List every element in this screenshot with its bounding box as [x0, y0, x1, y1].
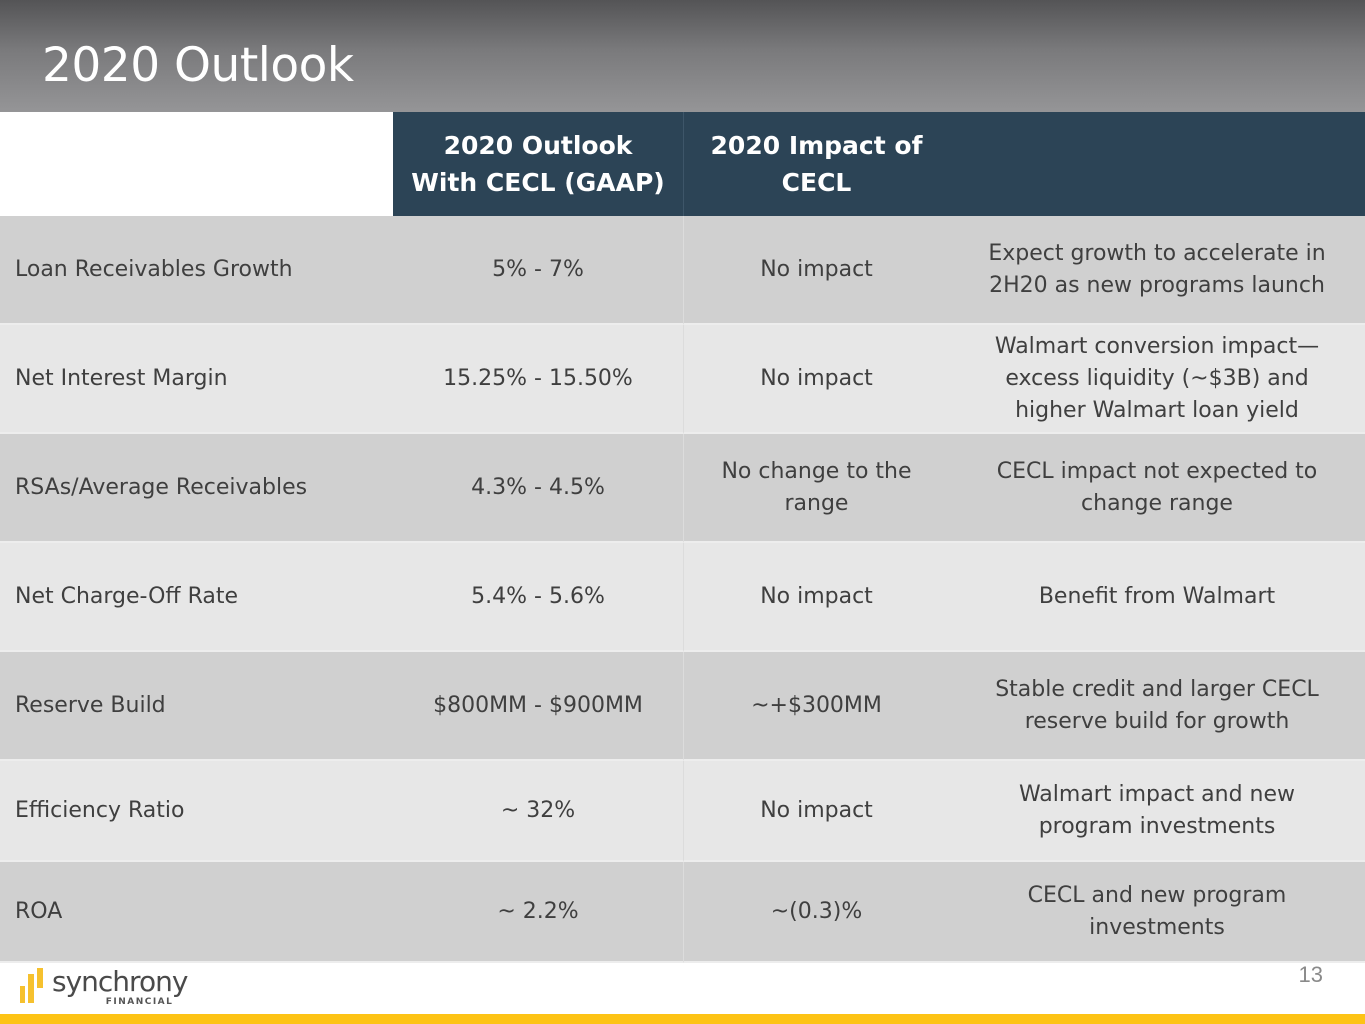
header-comment: [949, 112, 1365, 216]
outlook-cell: $800MM - $900MM: [393, 652, 683, 761]
page-number: 13: [1298, 962, 1323, 987]
outlook-cell: ~ 2.2%: [393, 862, 683, 963]
impact-cell: No impact: [683, 325, 949, 434]
table-row: ROA ~ 2.2% ~(0.3)% CECL and new program …: [0, 862, 1365, 963]
slide-title: 2020 Outlook: [42, 38, 354, 93]
logo-subtitle: FINANCIAL: [105, 997, 174, 1007]
synchrony-logo: synchrony FINANCIAL: [20, 965, 188, 1007]
impact-cell: No impact: [683, 761, 949, 862]
table-row: Loan Receivables Growth 5% - 7% No impac…: [0, 216, 1365, 325]
metric-cell: Efficiency Ratio: [0, 761, 393, 862]
comment-cell: Walmart conversion impact—excess liquidi…: [949, 325, 1365, 434]
title-bar: 2020 Outlook: [0, 0, 1365, 112]
comment-cell: CECL impact not expected to change range: [949, 434, 1365, 543]
header-outlook-line1: 2020 Outlook: [443, 131, 633, 160]
comment-cell: CECL and new program investments: [949, 862, 1365, 963]
metric-cell: RSAs/Average Receivables: [0, 434, 393, 543]
bottom-accent-bar: [0, 1014, 1365, 1024]
logo-name: synchrony: [52, 965, 188, 998]
header-blank-metric: [0, 112, 393, 216]
metric-cell: ROA: [0, 862, 393, 963]
outlook-cell: ~ 32%: [393, 761, 683, 862]
metric-cell: Loan Receivables Growth: [0, 216, 393, 325]
outlook-cell: 5.4% - 5.6%: [393, 543, 683, 652]
table-row: Reserve Build $800MM - $900MM ~+$300MM S…: [0, 652, 1365, 761]
header-impact: 2020 Impact of CECL: [683, 112, 949, 216]
comment-cell: Stable credit and larger CECL reserve bu…: [949, 652, 1365, 761]
impact-cell: ~(0.3)%: [683, 862, 949, 963]
header-outlook-line2: With CECL (GAAP): [411, 168, 665, 197]
synchrony-bars-icon: [20, 968, 46, 1004]
header-impact-line2: CECL: [781, 168, 852, 197]
outlook-cell: 4.3% - 4.5%: [393, 434, 683, 543]
header-impact-line1: 2020 Impact of: [710, 131, 923, 160]
table-row: Efficiency Ratio ~ 32% No impact Walmart…: [0, 761, 1365, 862]
comment-cell: Walmart impact and new program investmen…: [949, 761, 1365, 862]
comment-cell: Benefit from Walmart: [949, 543, 1365, 652]
impact-cell: ~+$300MM: [683, 652, 949, 761]
table-header-row: 2020 Outlook With CECL (GAAP) 2020 Impac…: [0, 112, 1365, 216]
metric-cell: Net Charge-Off Rate: [0, 543, 393, 652]
impact-cell: No impact: [683, 216, 949, 325]
impact-cell: No change to the range: [683, 434, 949, 543]
outlook-table: 2020 Outlook With CECL (GAAP) 2020 Impac…: [0, 112, 1365, 963]
table-row: Net Charge-Off Rate 5.4% - 5.6% No impac…: [0, 543, 1365, 652]
header-outlook: 2020 Outlook With CECL (GAAP): [393, 112, 683, 216]
comment-cell: Expect growth to accelerate in 2H20 as n…: [949, 216, 1365, 325]
table-row: RSAs/Average Receivables 4.3% - 4.5% No …: [0, 434, 1365, 543]
metric-cell: Net Interest Margin: [0, 325, 393, 434]
metric-cell: Reserve Build: [0, 652, 393, 761]
impact-cell: No impact: [683, 543, 949, 652]
table-row: Net Interest Margin 15.25% - 15.50% No i…: [0, 325, 1365, 434]
outlook-cell: 15.25% - 15.50%: [393, 325, 683, 434]
outlook-cell: 5% - 7%: [393, 216, 683, 325]
